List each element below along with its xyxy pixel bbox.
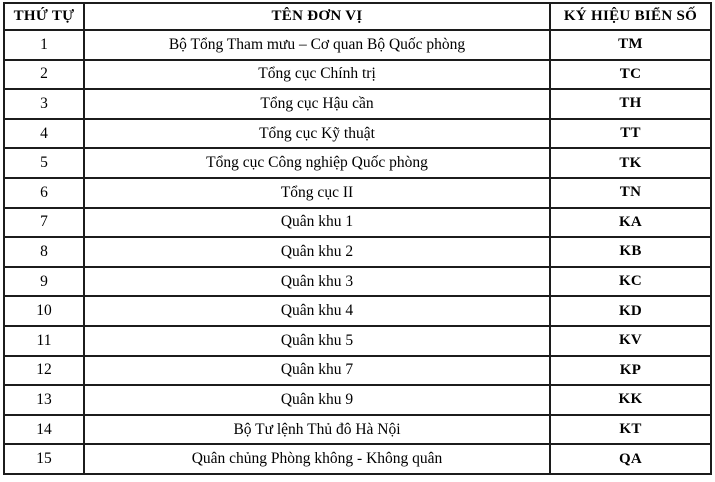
order-number-cell: 2 <box>3 58 85 91</box>
order-number-cell: 5 <box>3 147 85 179</box>
unit-name-cell: Quân khu 7 <box>83 354 551 387</box>
order-number-cell: 4 <box>3 117 85 150</box>
table-row: 15 Quân chủng Phòng không - Không quân QA <box>3 443 712 475</box>
plate-code-cell: TC <box>549 58 712 91</box>
header-order-number: THỨ TỰ <box>3 2 85 31</box>
plate-code-cell: KV <box>549 324 712 357</box>
table-row: 9 Quân khu 3 KC <box>3 265 712 298</box>
table-row: 12 Quân khu 7 KP <box>3 354 712 387</box>
plate-code-cell: KK <box>549 384 712 416</box>
header-unit-name: TÊN ĐƠN VỊ <box>83 2 551 31</box>
plate-code-cell: QA <box>549 443 712 475</box>
plate-code-cell: KA <box>549 206 712 239</box>
table-row: 1 Bộ Tổng Tham mưu – Cơ quan Bộ Quốc phòn… <box>3 29 712 61</box>
order-number-cell: 3 <box>3 88 85 120</box>
table-row: 14 Bộ Tư lệnh Thủ đô Hà Nội KT <box>3 413 712 446</box>
order-number-cell: 7 <box>3 206 85 239</box>
order-number-cell: 8 <box>3 236 85 268</box>
plate-code-cell: KD <box>549 295 712 327</box>
unit-name-cell: Quân khu 1 <box>83 206 551 239</box>
license-plate-table: THỨ TỰ TÊN ĐƠN VỊ KÝ HIỆU BIỂN SỐ 1 Bộ Tổ… <box>3 2 712 475</box>
table-row: 3 Tổng cục Hậu cần TH <box>3 88 712 120</box>
order-number-cell: 6 <box>3 176 85 209</box>
order-number-cell: 13 <box>3 384 85 416</box>
plate-code-cell: KB <box>549 236 712 268</box>
unit-name-cell: Quân khu 2 <box>83 236 551 268</box>
unit-name-cell: Tổng cục Công nghiệp Quốc phòng <box>83 147 551 179</box>
plate-code-cell: KC <box>549 265 712 298</box>
order-number-cell: 15 <box>3 443 85 475</box>
plate-code-cell: TT <box>549 117 712 150</box>
unit-name-cell: Quân khu 4 <box>83 295 551 327</box>
table-row: 4 Tổng cục Kỹ thuật TT <box>3 117 712 150</box>
unit-name-cell: Quân khu 5 <box>83 324 551 357</box>
order-number-cell: 1 <box>3 29 85 61</box>
unit-name-cell: Tổng cục Kỹ thuật <box>83 117 551 150</box>
plate-code-cell: TM <box>549 29 712 61</box>
unit-name-cell: Quân chủng Phòng không - Không quân <box>83 443 551 475</box>
table-row: 13 Quân khu 9 KK <box>3 384 712 416</box>
plate-code-cell: TN <box>549 176 712 209</box>
table-row: 2 Tổng cục Chính trị TC <box>3 58 712 91</box>
table-row: 6 Tổng cục II TN <box>3 176 712 209</box>
order-number-cell: 10 <box>3 295 85 327</box>
table-row: 11 Quân khu 5 KV <box>3 324 712 357</box>
plate-code-cell: KP <box>549 354 712 387</box>
table-row: 10 Quân khu 4 KD <box>3 295 712 327</box>
table-row: 5 Tổng cục Công nghiệp Quốc phòng TK <box>3 147 712 179</box>
unit-name-cell: Quân khu 9 <box>83 384 551 416</box>
plate-code-cell: KT <box>549 413 712 446</box>
unit-name-cell: Tổng cục Hậu cần <box>83 88 551 120</box>
plate-code-cell: TH <box>549 88 712 120</box>
unit-name-cell: Tổng cục II <box>83 176 551 209</box>
order-number-cell: 14 <box>3 413 85 446</box>
order-number-cell: 9 <box>3 265 85 298</box>
unit-name-cell: Quân khu 3 <box>83 265 551 298</box>
table-body: 1 Bộ Tổng Tham mưu – Cơ quan Bộ Quốc phòn… <box>3 29 712 475</box>
order-number-cell: 11 <box>3 324 85 357</box>
table-header-row: THỨ TỰ TÊN ĐƠN VỊ KÝ HIỆU BIỂN SỐ <box>3 2 712 31</box>
header-plate-code: KÝ HIỆU BIỂN SỐ <box>549 2 712 31</box>
table-row: 7 Quân khu 1 KA <box>3 206 712 239</box>
unit-name-cell: Tổng cục Chính trị <box>83 58 551 91</box>
table-row: 8 Quân khu 2 KB <box>3 236 712 268</box>
plate-code-cell: TK <box>549 147 712 179</box>
order-number-cell: 12 <box>3 354 85 387</box>
unit-name-cell: Bộ Tư lệnh Thủ đô Hà Nội <box>83 413 551 446</box>
unit-name-cell: Bộ Tổng Tham mưu – Cơ quan Bộ Quốc phòng <box>83 29 551 61</box>
